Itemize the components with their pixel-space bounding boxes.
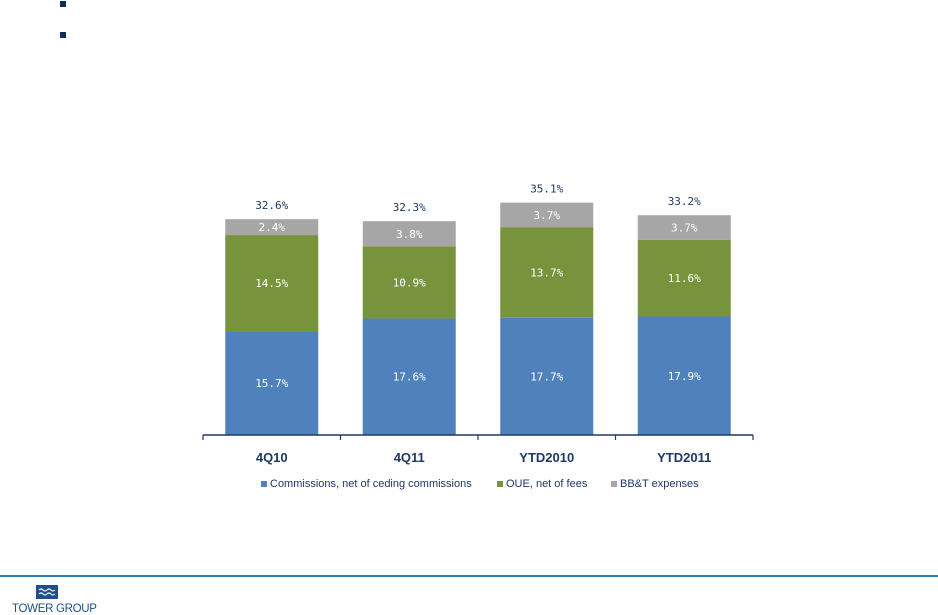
legend-label: OUE, net of fees — [506, 478, 588, 490]
bar-segment — [225, 331, 319, 435]
data-label: 3.8% — [396, 228, 423, 241]
bar-segment — [637, 215, 731, 240]
legend-swatch — [261, 481, 267, 487]
bar-segment — [500, 317, 594, 435]
total-label: 32.3% — [393, 201, 426, 214]
bar-segment — [500, 227, 594, 318]
bar-segment — [225, 219, 319, 236]
total-label: 32.6% — [255, 199, 288, 212]
tower-waves-icon — [36, 585, 58, 599]
legend-swatch — [611, 481, 617, 487]
bar-segment — [500, 202, 594, 228]
bullet-marker — [60, 1, 66, 7]
total-label: 35.1% — [530, 183, 563, 196]
x-tick-label: YTD2011 — [657, 450, 711, 465]
footer-divider — [0, 575, 938, 577]
bar-segment — [362, 221, 456, 247]
data-label: 13.7% — [530, 266, 563, 279]
data-label: 17.7% — [530, 370, 563, 383]
bar-segment — [225, 235, 319, 332]
legend-label: BB&T expenses — [620, 478, 699, 490]
data-label: 2.4% — [259, 221, 286, 234]
data-label: 14.5% — [255, 277, 288, 290]
bar-segment — [637, 239, 731, 317]
bullet-marker — [60, 32, 66, 38]
total-label: 33.2% — [668, 195, 701, 208]
bar-segment — [637, 316, 731, 435]
data-label: 3.7% — [671, 221, 698, 234]
data-label: 17.6% — [393, 371, 426, 384]
company-logo: TOWER GROUP — [12, 585, 97, 615]
bar-segment — [362, 318, 456, 435]
bar-segment — [362, 246, 456, 319]
logo-text: TOWER GROUP — [12, 603, 97, 615]
data-label: 17.9% — [668, 370, 701, 383]
data-label: 15.7% — [255, 377, 288, 390]
stacked-bar-chart: 15.7% 14.5% 2.4% 32.6% 4Q10 17.6% 10.9% 3.8% 32.… — [202, 183, 754, 490]
x-tick-label: YTD2010 — [519, 450, 574, 465]
data-label: 11.6% — [668, 272, 701, 285]
data-label: 3.7% — [534, 209, 561, 222]
legend-swatch — [497, 481, 503, 487]
x-tick-label: 4Q11 — [394, 450, 425, 465]
legend-label: Commissions, net of ceding commissions — [270, 478, 472, 490]
x-tick-label: 4Q10 — [256, 450, 288, 465]
data-label: 10.9% — [393, 276, 426, 289]
